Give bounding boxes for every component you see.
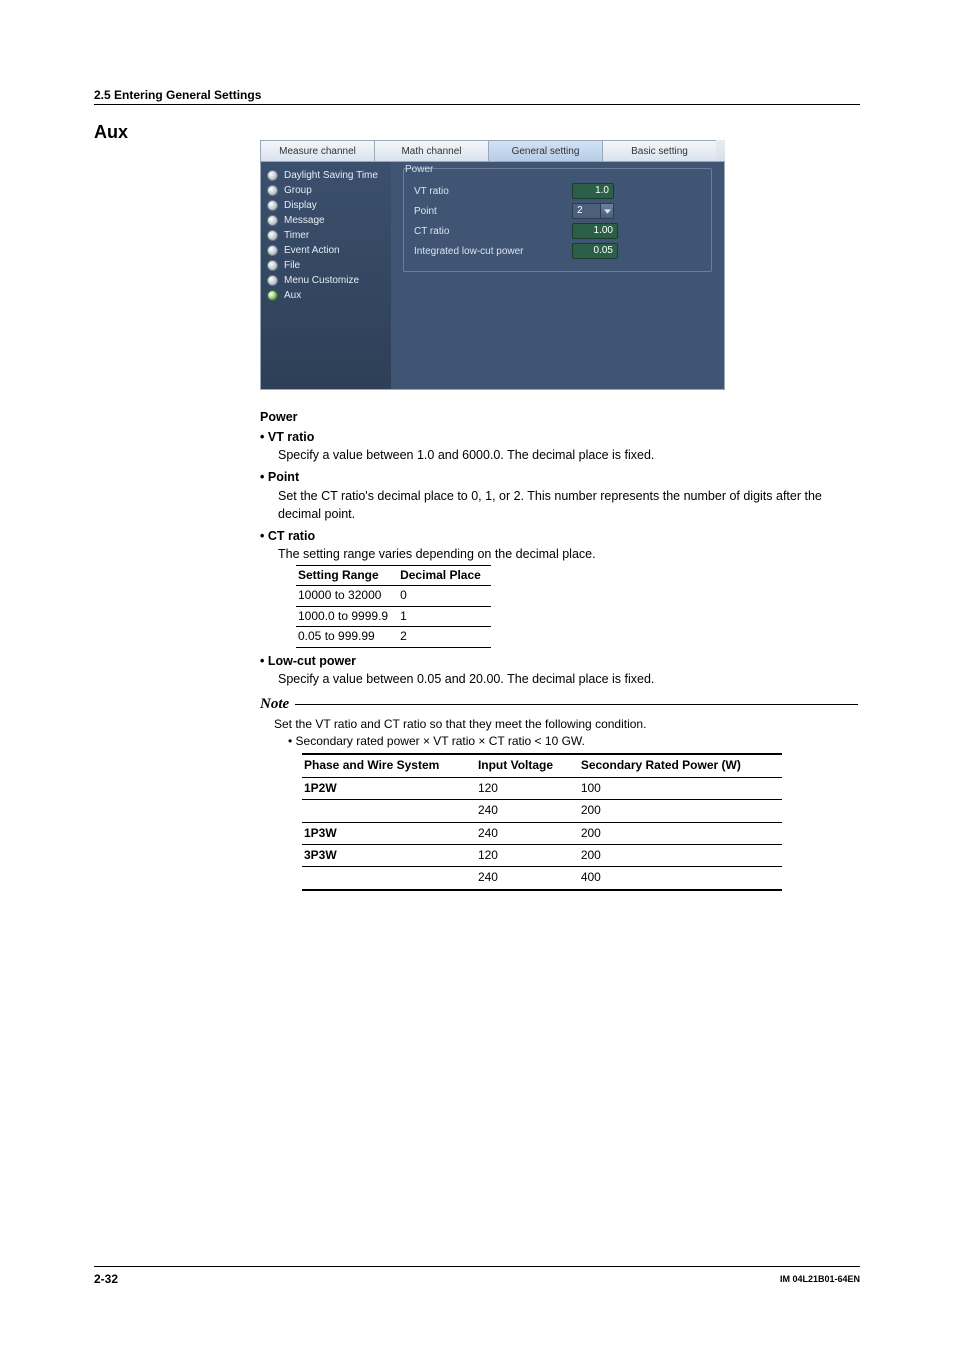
- table-header: Setting Range: [296, 566, 398, 586]
- row-label: Integrated low-cut power: [414, 246, 564, 257]
- dropdown-value: 2: [572, 203, 600, 219]
- sidebar-item-label: Group: [284, 185, 312, 196]
- tab-math-channel[interactable]: Math channel: [374, 140, 489, 162]
- bullet-head: CT ratio: [260, 527, 858, 545]
- bullet-ct-ratio: CT ratio The setting range varies depend…: [260, 527, 858, 648]
- lowcut-input[interactable]: 0.05: [572, 243, 618, 259]
- note-line1: Set the VT ratio and CT ratio so that th…: [274, 716, 858, 733]
- chevron-down-icon: [600, 203, 614, 219]
- sidebar-item-event-action[interactable]: Event Action: [267, 243, 385, 258]
- radio-icon: [267, 275, 278, 286]
- sidebar-item-label: Aux: [284, 290, 301, 301]
- tab-measure-channel[interactable]: Measure channel: [260, 140, 375, 162]
- tab-general-setting[interactable]: General setting: [488, 140, 603, 162]
- row-vt-ratio: VT ratio 1.0: [414, 181, 701, 201]
- sidebar-item-label: Timer: [284, 230, 309, 241]
- note-rule: [295, 704, 858, 705]
- sidebar-item-label: Menu Customize: [284, 275, 359, 286]
- row-point: Point 2: [414, 201, 701, 221]
- sidebar-item-menu-customize[interactable]: Menu Customize: [267, 273, 385, 288]
- table-row: 240400: [302, 867, 782, 890]
- bullet-text: Specify a value between 0.05 and 20.00. …: [260, 670, 858, 688]
- bullet-text: Set the CT ratio's decimal place to 0, 1…: [260, 487, 858, 523]
- row-ct-ratio: CT ratio 1.00: [414, 221, 701, 241]
- bullet-text: Specify a value between 1.0 and 6000.0. …: [260, 446, 858, 464]
- radio-icon: [267, 230, 278, 241]
- note-line2: Secondary rated power × VT ratio × CT ra…: [274, 733, 858, 750]
- sidebar-item-aux[interactable]: Aux: [267, 288, 385, 303]
- sidebar-item-label: Event Action: [284, 245, 340, 256]
- table-row: 3P3W120200: [302, 844, 782, 866]
- page-number: 2-32: [94, 1272, 118, 1286]
- sidebar-item-group[interactable]: Group: [267, 183, 385, 198]
- sidebar-item-message[interactable]: Message: [267, 213, 385, 228]
- point-dropdown[interactable]: 2: [572, 203, 614, 219]
- row-label: VT ratio: [414, 186, 564, 197]
- bullet-head: VT ratio: [260, 428, 858, 446]
- table-row: 1P3W240200: [302, 822, 782, 844]
- tab-bar: Measure channel Math channel General set…: [260, 140, 725, 162]
- sidebar-item-label: Daylight Saving Time: [284, 170, 378, 181]
- bullet-text: The setting range varies depending on th…: [260, 545, 858, 563]
- radio-icon: [267, 215, 278, 226]
- ct-range-table: Setting Range Decimal Place 10000 to 320…: [296, 565, 491, 648]
- table-header: Phase and Wire System: [302, 754, 476, 777]
- sidebar-item-label: Display: [284, 200, 317, 211]
- table-header: Decimal Place: [398, 566, 491, 586]
- settings-content: Power VT ratio 1.0 Point 2 CT ratio 1.00: [391, 162, 724, 389]
- table-row: 0.05 to 999.992: [296, 627, 491, 647]
- section-header: 2.5 Entering General Settings: [94, 88, 261, 102]
- sidebar-item-label: File: [284, 260, 300, 271]
- table-row: 240200: [302, 800, 782, 822]
- settings-sidebar: Daylight Saving Time Group Display Messa…: [261, 162, 391, 389]
- table-row: 1000.0 to 9999.91: [296, 606, 491, 626]
- sidebar-item-label: Message: [284, 215, 325, 226]
- note-body: Set the VT ratio and CT ratio so that th…: [260, 716, 858, 891]
- bullet-point: Point Set the CT ratio's decimal place t…: [260, 468, 858, 522]
- body-content: Power VT ratio Specify a value between 1…: [260, 404, 858, 891]
- radio-icon: [267, 245, 278, 256]
- radio-icon-selected: [267, 290, 278, 301]
- table-header: Input Voltage: [476, 754, 579, 777]
- page-title: Aux: [94, 122, 128, 143]
- note-header-line: Note: [260, 694, 858, 716]
- row-label: CT ratio: [414, 226, 564, 237]
- sidebar-item-timer[interactable]: Timer: [267, 228, 385, 243]
- radio-icon: [267, 185, 278, 196]
- radio-icon: [267, 200, 278, 211]
- sidebar-item-display[interactable]: Display: [267, 198, 385, 213]
- table-row: 1P2W120100: [302, 777, 782, 799]
- radio-icon: [267, 170, 278, 181]
- bullet-vt-ratio: VT ratio Specify a value between 1.0 and…: [260, 428, 858, 464]
- footer-rule: [94, 1266, 860, 1267]
- ct-ratio-input[interactable]: 1.00: [572, 223, 618, 239]
- bullet-head: Low-cut power: [260, 652, 858, 670]
- row-lowcut: Integrated low-cut power 0.05: [414, 241, 701, 261]
- tab-basic-setting[interactable]: Basic setting: [602, 140, 717, 162]
- settings-screenshot: Measure channel Math channel General set…: [260, 140, 725, 390]
- table-row: 10000 to 320000: [296, 586, 491, 606]
- tab-filler: [716, 140, 725, 162]
- rated-power-table: Phase and Wire System Input Voltage Seco…: [302, 753, 782, 890]
- header-rule: [94, 104, 860, 105]
- bullet-lowcut: Low-cut power Specify a value between 0.…: [260, 652, 858, 688]
- table-header: Secondary Rated Power (W): [579, 754, 782, 777]
- document-code: IM 04L21B01-64EN: [780, 1274, 860, 1284]
- fieldset-label: Power: [405, 164, 433, 175]
- note-heading: Note: [260, 694, 289, 716]
- vt-ratio-input[interactable]: 1.0: [572, 183, 614, 199]
- sidebar-item-file[interactable]: File: [267, 258, 385, 273]
- radio-icon: [267, 260, 278, 271]
- power-fieldset: VT ratio 1.0 Point 2 CT ratio 1.00 Integ…: [403, 168, 712, 272]
- settings-panel: Daylight Saving Time Group Display Messa…: [260, 162, 725, 390]
- row-label: Point: [414, 206, 564, 217]
- power-heading: Power: [260, 408, 858, 426]
- sidebar-item-dst[interactable]: Daylight Saving Time: [267, 168, 385, 183]
- bullet-head: Point: [260, 468, 858, 486]
